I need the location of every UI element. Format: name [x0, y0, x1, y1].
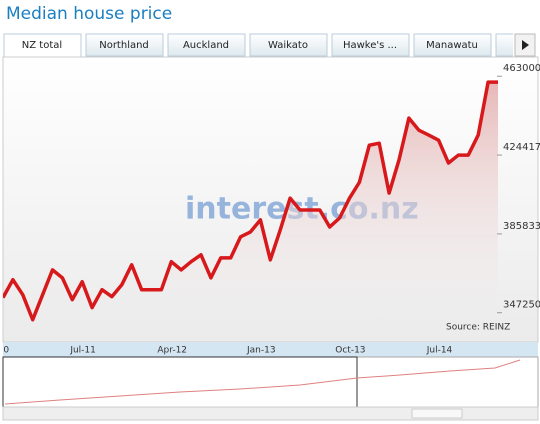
title: Median house price [6, 4, 172, 24]
x-tick-label: Apr-12 [157, 346, 187, 356]
x-tick-label: Jul-14 [426, 346, 453, 356]
tab[interactable] [413, 33, 492, 57]
source: Source: REINZ [446, 323, 510, 333]
scrollbar[interactable] [2, 406, 539, 421]
x-tick-label: Oct-13 [335, 346, 365, 356]
x-tick-label: Oct-10 [0, 346, 9, 356]
tab-label: Manawatu [426, 40, 478, 51]
tab[interactable] [495, 33, 540, 57]
arrow-icon [522, 40, 529, 50]
navigator-window[interactable] [2, 356, 358, 408]
tab[interactable] [85, 33, 164, 57]
tab-label: Northland [99, 40, 149, 51]
tab[interactable] [331, 33, 410, 57]
tab-label: Auckland [183, 40, 229, 51]
y-tick-label: 347250 [503, 300, 540, 311]
tab-label: Hawke's ... [343, 40, 397, 51]
line [3, 80, 498, 322]
y-tick-label: 424417 [503, 142, 540, 153]
tab[interactable] [3, 33, 82, 59]
tab-label: Waikato [268, 40, 308, 51]
x-tick-label: Jan-13 [246, 346, 276, 356]
scrollbar-grip[interactable] [411, 408, 463, 419]
x-axis-band [3, 342, 538, 357]
navigator-line [4, 359, 521, 405]
x-tick-label: Jul-11 [69, 346, 96, 356]
y-tick-label: 385833 [503, 221, 540, 232]
tab[interactable] [167, 33, 246, 57]
y-tick-label: 463000 [503, 63, 540, 74]
tab-label: NZ total [22, 40, 62, 51]
tab-label: Taranaki [512, 40, 540, 51]
tab[interactable] [249, 33, 328, 57]
